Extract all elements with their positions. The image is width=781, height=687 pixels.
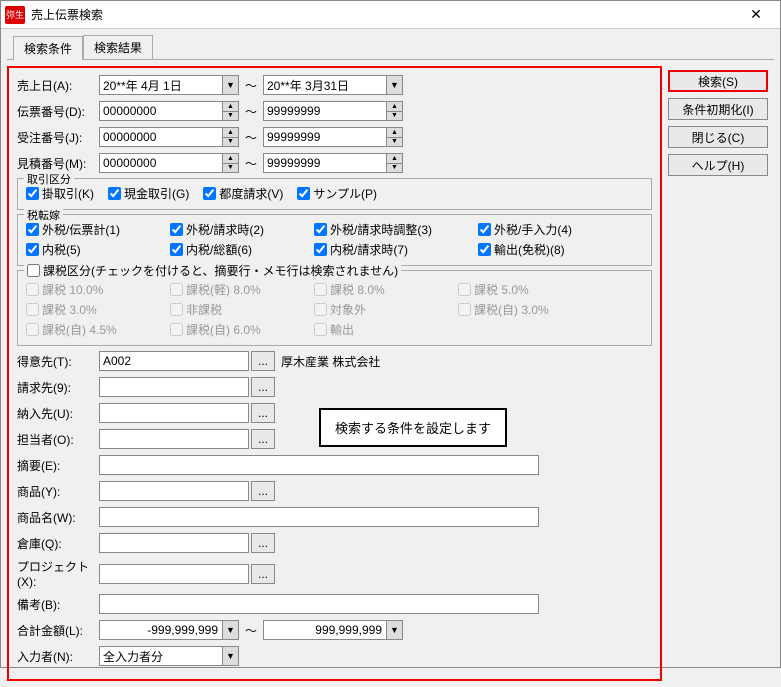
cb-tax8[interactable]: 輸出(免税)(8) xyxy=(478,241,565,258)
estimate-from[interactable]: 00000000▲▼ xyxy=(99,153,239,173)
lookup-staff[interactable]: ... xyxy=(251,429,275,449)
label-shipto: 納入先(U): xyxy=(17,405,99,422)
tab-conditions[interactable]: 検索条件 xyxy=(13,36,83,60)
slip-to[interactable]: 99999999▲▼ xyxy=(263,101,403,121)
group-taxrate: 課税区分(チェックを付けると、摘要行・メモ行は検索されません) 課税 10.0%… xyxy=(17,270,652,346)
cb-r5: 課税 3.0% xyxy=(26,301,156,318)
shipto-input[interactable] xyxy=(99,403,249,423)
label-entry: 入力者(N): xyxy=(17,648,99,665)
lookup-shipto[interactable]: ... xyxy=(251,403,275,423)
cb-sample[interactable]: サンプル(P) xyxy=(297,185,377,202)
cb-tax7[interactable]: 内税/請求時(7) xyxy=(314,241,464,258)
lookup-customer[interactable]: ... xyxy=(251,351,275,371)
note-input[interactable] xyxy=(99,594,539,614)
entry-select[interactable]: 全入力者分▼ xyxy=(99,646,239,666)
titlebar: 弥生 売上伝票検索 ✕ xyxy=(1,1,780,29)
label-note: 備考(B): xyxy=(17,596,99,613)
cb-tax2[interactable]: 外税/請求時(2) xyxy=(170,221,300,238)
cb-r4: 課税 5.0% xyxy=(458,281,529,298)
label-date: 売上日(A): xyxy=(17,77,99,94)
group-transaction: 取引区分 掛取引(K) 現金取引(G) 都度請求(V) サンプル(P) xyxy=(17,178,652,210)
cb-tax3[interactable]: 外税/請求時調整(3) xyxy=(314,221,464,238)
search-form: 売上日(A): 20**年 4月 1日▼ ～ 20**年 3月31日▼ 伝票番号… xyxy=(7,66,662,681)
window: 弥生 売上伝票検索 ✕ 検索条件 検索結果 売上日(A): 20**年 4月 1… xyxy=(0,0,781,668)
window-title: 売上伝票検索 xyxy=(31,6,736,23)
cb-r1: 課税 10.0% xyxy=(26,281,156,298)
reset-button[interactable]: 条件初期化(I) xyxy=(668,98,768,120)
tilde: ～ xyxy=(239,77,263,94)
label-summary: 摘要(E): xyxy=(17,457,99,474)
project-input[interactable] xyxy=(99,564,249,584)
total-to[interactable]: 999,999,999▼ xyxy=(263,620,403,640)
tab-bar: 検索条件 検索結果 xyxy=(7,31,774,60)
cb-r11: 輸出 xyxy=(314,321,354,338)
label-product: 商品(Y): xyxy=(17,483,99,500)
cb-r3: 課税 8.0% xyxy=(314,281,444,298)
label-customer: 得意先(T): xyxy=(17,353,99,370)
cb-r7: 対象外 xyxy=(314,301,444,318)
app-logo-icon: 弥生 xyxy=(5,6,25,24)
close-button[interactable]: 閉じる(C) xyxy=(668,126,768,148)
lookup-product[interactable]: ... xyxy=(251,481,275,501)
cb-tsudo[interactable]: 都度請求(V) xyxy=(203,185,283,202)
label-project: プロジェクト(X): xyxy=(17,558,99,589)
label-billto: 請求先(9): xyxy=(17,379,99,396)
dropdown-icon[interactable]: ▼ xyxy=(222,76,238,94)
cb-r9: 課税(自) 4.5% xyxy=(26,321,156,338)
label-estimate: 見積番号(M): xyxy=(17,155,99,172)
lookup-project[interactable]: ... xyxy=(251,564,275,584)
close-icon[interactable]: ✕ xyxy=(736,6,776,23)
date-from[interactable]: 20**年 4月 1日▼ xyxy=(99,75,239,95)
cb-genkin[interactable]: 現金取引(G) xyxy=(108,185,189,202)
billto-input[interactable] xyxy=(99,377,249,397)
cb-tax1[interactable]: 外税/伝票計(1) xyxy=(26,221,156,238)
customer-name: 厚木産業 株式会社 xyxy=(281,353,380,370)
cb-tax5[interactable]: 内税(5) xyxy=(26,241,156,258)
label-order: 受注番号(J): xyxy=(17,129,99,146)
callout-text: 検索する条件を設定します xyxy=(319,408,507,447)
lookup-warehouse[interactable]: ... xyxy=(251,533,275,553)
cb-r2: 課税(軽) 8.0% xyxy=(170,281,300,298)
staff-input[interactable] xyxy=(99,429,249,449)
cb-tax6[interactable]: 内税/総額(6) xyxy=(170,241,300,258)
search-button[interactable]: 検索(S) xyxy=(668,70,768,92)
pname-input[interactable] xyxy=(99,507,539,527)
lookup-billto[interactable]: ... xyxy=(251,377,275,397)
cb-r10: 課税(自) 6.0% xyxy=(170,321,300,338)
summary-input[interactable] xyxy=(99,455,539,475)
cb-taxrate-enable[interactable]: 課税区分(チェックを付けると、摘要行・メモ行は検索されません) xyxy=(24,262,401,279)
label-pname: 商品名(W): xyxy=(17,509,99,526)
cb-tax4[interactable]: 外税/手入力(4) xyxy=(478,221,572,238)
estimate-to[interactable]: 99999999▲▼ xyxy=(263,153,403,173)
cb-r6: 非課税 xyxy=(170,301,300,318)
label-warehouse: 倉庫(Q): xyxy=(17,535,99,552)
help-button[interactable]: ヘルプ(H) xyxy=(668,154,768,176)
warehouse-input[interactable] xyxy=(99,533,249,553)
label-slip: 伝票番号(D): xyxy=(17,103,99,120)
cb-kake[interactable]: 掛取引(K) xyxy=(26,185,94,202)
group-tax: 税転嫁 外税/伝票計(1) 外税/請求時(2) 外税/請求時調整(3) 外税/手… xyxy=(17,214,652,266)
label-total: 合計金額(L): xyxy=(17,622,99,639)
label-staff: 担当者(O): xyxy=(17,431,99,448)
order-to[interactable]: 99999999▲▼ xyxy=(263,127,403,147)
total-from[interactable]: -999,999,999▼ xyxy=(99,620,239,640)
order-from[interactable]: 00000000▲▼ xyxy=(99,127,239,147)
customer-code[interactable]: A002 xyxy=(99,351,249,371)
dropdown-icon[interactable]: ▼ xyxy=(386,76,402,94)
date-to[interactable]: 20**年 3月31日▼ xyxy=(263,75,403,95)
button-panel: 検索(S) 条件初期化(I) 閉じる(C) ヘルプ(H) xyxy=(662,66,774,681)
product-input[interactable] xyxy=(99,481,249,501)
tab-results[interactable]: 検索結果 xyxy=(83,35,153,59)
cb-r8: 課税(自) 3.0% xyxy=(458,301,549,318)
slip-from[interactable]: 00000000▲▼ xyxy=(99,101,239,121)
